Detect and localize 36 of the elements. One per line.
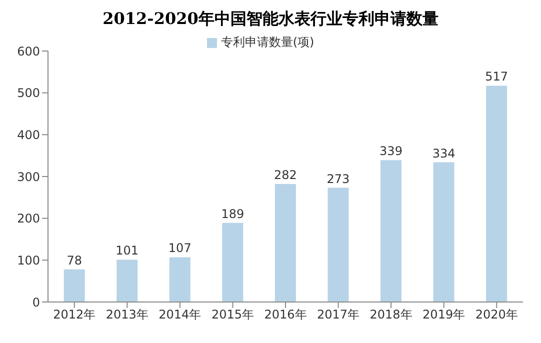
x-tick-label: 2013年: [106, 308, 148, 322]
bar: [328, 188, 349, 302]
bar: [433, 162, 454, 302]
data-label: 339: [380, 144, 402, 158]
x-tick-label: 2020年: [475, 308, 518, 322]
data-label: 334: [432, 146, 456, 160]
data-label: 189: [221, 206, 244, 221]
y-tick-label: 0: [32, 295, 40, 310]
bar: [64, 269, 85, 302]
y-tick-label: 300: [17, 170, 40, 184]
x-tick-label: 2019年: [422, 308, 466, 322]
x-tick-label: 2018年: [370, 308, 412, 322]
y-tick-label: 100: [17, 253, 40, 268]
bar: [486, 86, 508, 302]
bar: [380, 160, 402, 302]
x-tick-label: 2017年: [317, 308, 360, 322]
data-label: 107: [168, 241, 192, 256]
y-tick-label: 600: [17, 44, 40, 58]
bar: [116, 260, 138, 302]
bar: [222, 222, 244, 302]
x-tick-label: 2014年: [158, 308, 202, 322]
y-tick-label: 200: [17, 212, 40, 226]
y-tick-label: 500: [17, 86, 40, 100]
data-label: 101: [116, 244, 139, 258]
bar: [169, 257, 190, 302]
bar: [274, 184, 296, 302]
x-tick-label: 2016年: [264, 308, 307, 322]
x-tick-label: 2012年: [53, 308, 96, 322]
data-label: 78: [66, 253, 82, 268]
y-tick-label: 400: [17, 128, 40, 142]
data-label: 273: [326, 172, 350, 186]
chart-title: 2012-2020年中国智能水表行业专利申请数量: [102, 8, 440, 30]
x-tick-label: 2015年: [211, 308, 254, 322]
data-label: 517: [485, 70, 508, 84]
legend-label: 专利申请数量(项): [220, 35, 314, 49]
data-label: 282: [274, 168, 297, 182]
